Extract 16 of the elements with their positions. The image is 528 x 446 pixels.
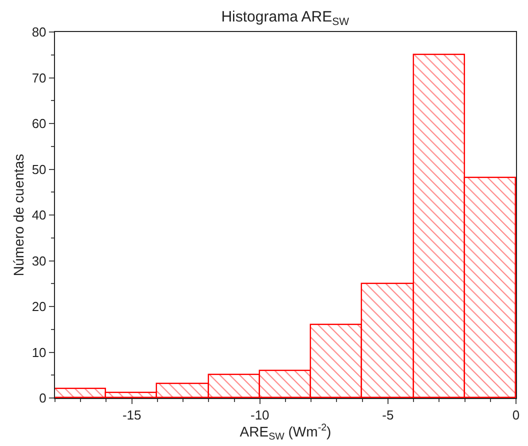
x-tick-label: -5: [382, 408, 394, 423]
x-tick-label: 0: [512, 408, 520, 423]
y-tick-label: 80: [32, 24, 46, 40]
y-tick-label: 40: [32, 208, 46, 223]
y-tick-label: 20: [32, 299, 46, 314]
chart-title: Histograma ARE$_{SW}$: [221, 8, 350, 28]
y-tick-label: 0: [39, 390, 46, 406]
y-tick-label: 70: [32, 70, 46, 86]
x-tick-label: -10: [250, 408, 270, 423]
y-tick-label: 50: [32, 162, 46, 177]
y-tick-label: 30: [32, 253, 46, 268]
y-tick-label: 60: [32, 116, 46, 132]
y-axis-title: Número de cuentas: [10, 154, 26, 276]
x-axis-title: ARE$_{SW}$ (Wm$^{-2}$): [240, 422, 332, 443]
y-tick-label: 10: [32, 344, 46, 360]
x-tick-label: -15: [122, 408, 142, 423]
